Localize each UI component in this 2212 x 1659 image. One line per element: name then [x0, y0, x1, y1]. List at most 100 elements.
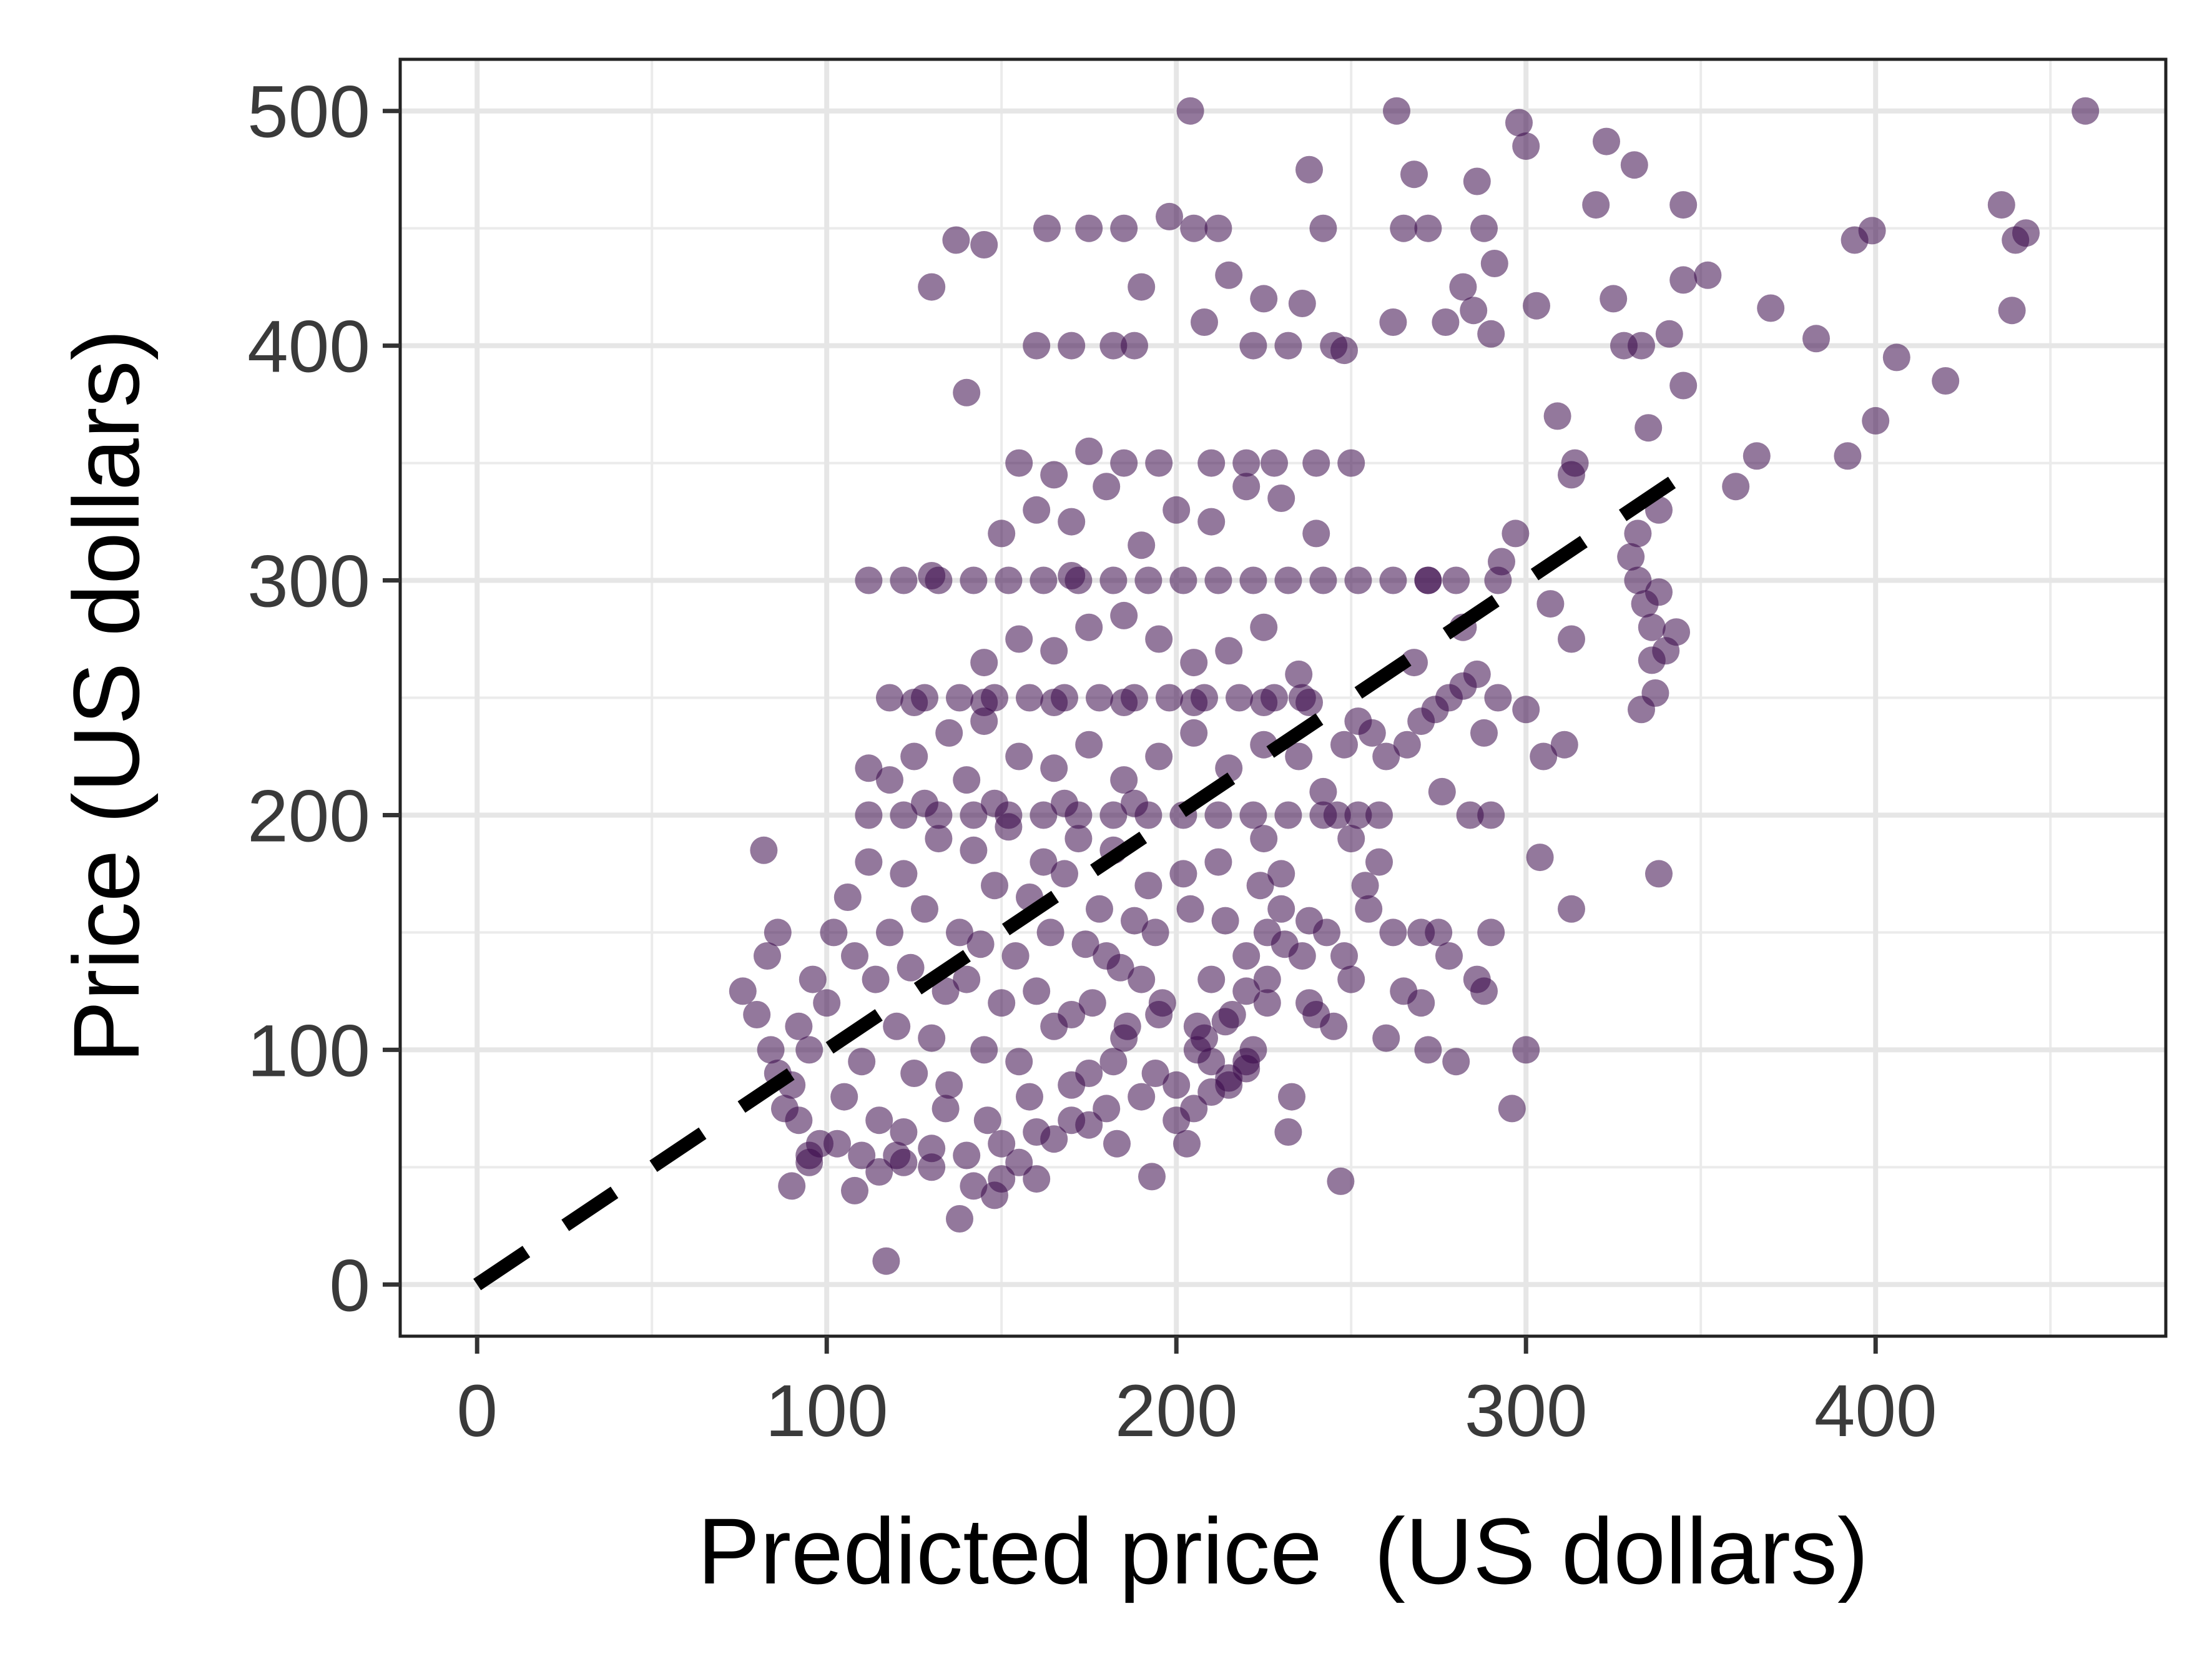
- data-point: [960, 836, 988, 864]
- data-point: [960, 1172, 988, 1200]
- data-point: [1634, 414, 1663, 442]
- data-point: [1005, 742, 1033, 770]
- data-point: [1036, 918, 1064, 947]
- data-point: [1253, 989, 1281, 1017]
- data-point: [1121, 789, 1148, 817]
- data-point: [1051, 860, 1078, 888]
- data-point: [1743, 442, 1771, 470]
- data-point: [970, 689, 998, 716]
- data-point: [754, 942, 781, 970]
- data-point: [935, 719, 963, 747]
- data-point: [1033, 214, 1061, 242]
- data-point: [1337, 825, 1365, 853]
- data-point: [2012, 219, 2040, 247]
- data-point: [1344, 801, 1372, 829]
- data-point: [1099, 801, 1128, 829]
- data-point: [1477, 918, 1505, 947]
- data-point: [1414, 566, 1442, 594]
- data-point: [1211, 1008, 1239, 1036]
- data-point: [1267, 860, 1295, 888]
- data-point: [1550, 731, 1578, 759]
- data-point: [1484, 566, 1512, 594]
- data-point: [1390, 977, 1418, 1005]
- data-point: [1099, 332, 1128, 360]
- data-point: [935, 1071, 963, 1099]
- data-point: [900, 1060, 928, 1087]
- data-point: [1176, 97, 1204, 125]
- data-point: [942, 226, 970, 254]
- data-point: [1141, 1060, 1169, 1087]
- data-point: [890, 801, 918, 829]
- data-point: [1295, 989, 1323, 1017]
- data-point: [795, 1036, 823, 1064]
- data-point: [966, 930, 995, 958]
- data-point: [799, 965, 827, 993]
- data-point: [953, 1141, 981, 1169]
- data-point: [1400, 160, 1428, 189]
- data-point: [1110, 214, 1138, 242]
- data-point: [1250, 613, 1278, 641]
- data-point: [953, 378, 981, 406]
- data-point: [1030, 801, 1058, 829]
- data-point: [1180, 1095, 1208, 1123]
- data-point: [1023, 977, 1051, 1005]
- data-point: [1232, 1055, 1261, 1083]
- data-point: [900, 689, 928, 716]
- data-point: [848, 1048, 876, 1076]
- data-point: [1558, 625, 1585, 653]
- y-tick-label: 400: [247, 306, 370, 388]
- reference-line: [473, 457, 1705, 1291]
- data-point: [1309, 566, 1337, 594]
- data-point: [1400, 649, 1428, 677]
- data-point: [1530, 742, 1558, 770]
- data-point: [729, 977, 757, 1005]
- data-point: [855, 848, 883, 876]
- data-point: [1239, 566, 1267, 594]
- data-point: [876, 766, 903, 794]
- data-point: [1365, 801, 1393, 829]
- data-point: [1288, 290, 1316, 317]
- data-point: [862, 965, 890, 993]
- data-point: [1016, 684, 1043, 712]
- data-point: [1295, 155, 1323, 184]
- data-point: [1645, 860, 1673, 888]
- data-point: [981, 789, 1008, 817]
- data-point: [1561, 449, 1589, 477]
- data-point: [897, 953, 925, 982]
- data-point: [1274, 566, 1302, 594]
- data-point: [1617, 543, 1645, 571]
- data-point: [890, 1148, 918, 1176]
- data-point: [750, 836, 778, 864]
- data-point: [1523, 292, 1550, 320]
- data-point: [1169, 860, 1197, 888]
- data-point: [960, 566, 988, 594]
- data-point: [1128, 965, 1156, 993]
- y-tick-label: 200: [247, 775, 370, 857]
- data-point: [757, 1036, 785, 1064]
- data-point: [1456, 801, 1484, 829]
- data-point: [970, 707, 998, 736]
- data-point: [1582, 191, 1610, 219]
- data-point: [1379, 566, 1407, 594]
- data-point: [833, 884, 862, 911]
- data-point: [1197, 449, 1226, 477]
- data-point: [1058, 562, 1086, 589]
- data-point: [1030, 848, 1058, 876]
- data-point: [1197, 508, 1226, 536]
- data-point: [1058, 332, 1086, 360]
- data-point: [1470, 719, 1498, 747]
- data-point: [1099, 1048, 1128, 1076]
- data-point: [1722, 473, 1750, 501]
- data-point: [1058, 508, 1086, 536]
- data-point: [890, 860, 918, 888]
- data-point: [970, 231, 998, 258]
- data-point: [1204, 566, 1232, 594]
- data-point: [988, 519, 1016, 548]
- data-point: [1274, 1118, 1302, 1146]
- data-point: [1449, 273, 1477, 301]
- data-point: [970, 1036, 998, 1064]
- x-tick-label: 200: [1115, 1370, 1238, 1452]
- data-point: [1250, 825, 1278, 853]
- data-point: [995, 566, 1023, 594]
